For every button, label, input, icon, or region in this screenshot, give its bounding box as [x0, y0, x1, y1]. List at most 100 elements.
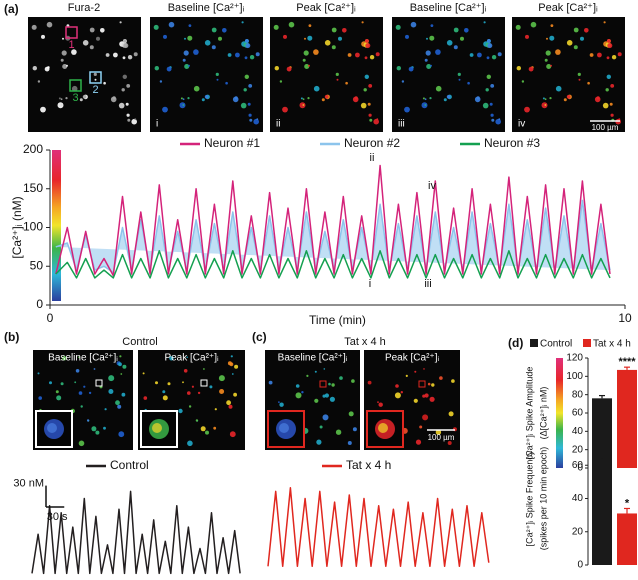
cell — [606, 56, 610, 60]
cell — [367, 102, 371, 106]
y-tick-label: 20 — [572, 526, 584, 537]
cell — [245, 39, 249, 43]
y-tick-label: 40 — [572, 493, 584, 504]
cell — [530, 21, 537, 28]
cell — [154, 66, 159, 71]
scale-bar-label: 100 µm — [428, 433, 455, 442]
cell — [255, 52, 260, 57]
cell — [365, 43, 371, 49]
cell — [324, 393, 329, 398]
annotation: iii — [424, 278, 431, 290]
cell — [112, 96, 116, 100]
cell — [162, 395, 168, 401]
cell — [204, 40, 211, 46]
cell — [163, 34, 167, 39]
cell — [617, 52, 622, 57]
cell — [546, 37, 548, 40]
cell — [169, 356, 174, 361]
cell — [376, 118, 379, 120]
cell — [235, 52, 240, 58]
scale-bar-label: 30 nM — [13, 478, 44, 490]
cell — [544, 104, 547, 106]
cell — [446, 40, 453, 46]
legend-label: Neuron #3 — [484, 136, 540, 150]
cell — [566, 95, 571, 99]
cell — [117, 404, 122, 409]
cell — [122, 56, 126, 60]
cell — [215, 72, 219, 76]
cell — [211, 45, 216, 50]
cell — [426, 64, 432, 69]
cell — [429, 97, 432, 100]
cell — [182, 381, 184, 384]
y-axis-label: [Ca²⁺]ᵢ Spike Amplitude — [524, 367, 534, 460]
cell — [249, 118, 253, 122]
y-tick-label: 60 — [572, 460, 584, 471]
cell — [415, 439, 422, 445]
x-axis-label: Time (min) — [309, 313, 366, 327]
cell — [597, 52, 602, 58]
cell — [316, 439, 322, 445]
cell — [555, 49, 561, 55]
cell — [363, 88, 367, 92]
cell — [118, 362, 122, 367]
cell — [464, 28, 469, 33]
cell — [180, 97, 183, 100]
roi-box — [65, 26, 78, 39]
cell — [368, 84, 373, 88]
cell — [331, 27, 337, 33]
image-title: Baseline [Ca²⁺]ᵢ — [410, 2, 487, 14]
roi-box — [95, 379, 103, 387]
cell — [365, 39, 369, 43]
image-numeral: iv — [518, 119, 525, 130]
y-tick-label: 0 — [577, 463, 583, 474]
cell — [435, 429, 442, 435]
cell — [610, 113, 614, 117]
cell — [183, 369, 188, 373]
cell — [443, 98, 447, 102]
cell — [578, 78, 581, 81]
cell — [122, 74, 128, 80]
cell — [426, 37, 428, 40]
cell — [618, 118, 621, 120]
cell — [78, 440, 85, 447]
y-axis-label: (Δ[Ca²⁺]ᵢ nM) — [538, 387, 548, 440]
cell — [233, 392, 238, 397]
cell — [605, 88, 609, 92]
image-title: Peak [Ca²⁺]ᵢ — [385, 353, 440, 364]
cell — [430, 24, 434, 27]
cell — [240, 102, 247, 109]
image-title: Baseline [Ca²⁺]ᵢ — [168, 2, 245, 14]
cell — [427, 382, 431, 386]
cell — [225, 81, 228, 85]
cell — [241, 21, 244, 24]
cell — [167, 382, 171, 386]
cell — [423, 368, 425, 370]
cell — [302, 104, 305, 106]
cell — [577, 72, 581, 76]
cell — [38, 396, 42, 400]
cell — [400, 391, 403, 394]
cell — [168, 21, 175, 28]
cell — [313, 49, 319, 55]
cell — [419, 425, 423, 429]
cell — [482, 102, 489, 109]
cell — [414, 370, 417, 373]
cell — [545, 50, 551, 56]
cell — [355, 52, 360, 58]
cell — [587, 81, 590, 85]
cell — [322, 414, 329, 421]
cell — [211, 27, 217, 33]
panel-label: (a) — [4, 2, 19, 16]
cell — [78, 391, 83, 395]
cell — [457, 72, 461, 76]
cell — [541, 102, 548, 109]
annotation: i — [369, 278, 371, 290]
y-tick-label: 0 — [36, 297, 43, 311]
cell — [566, 40, 573, 46]
cell — [410, 21, 417, 28]
cell — [314, 398, 319, 403]
roi-box — [69, 79, 82, 92]
cell — [476, 96, 480, 100]
